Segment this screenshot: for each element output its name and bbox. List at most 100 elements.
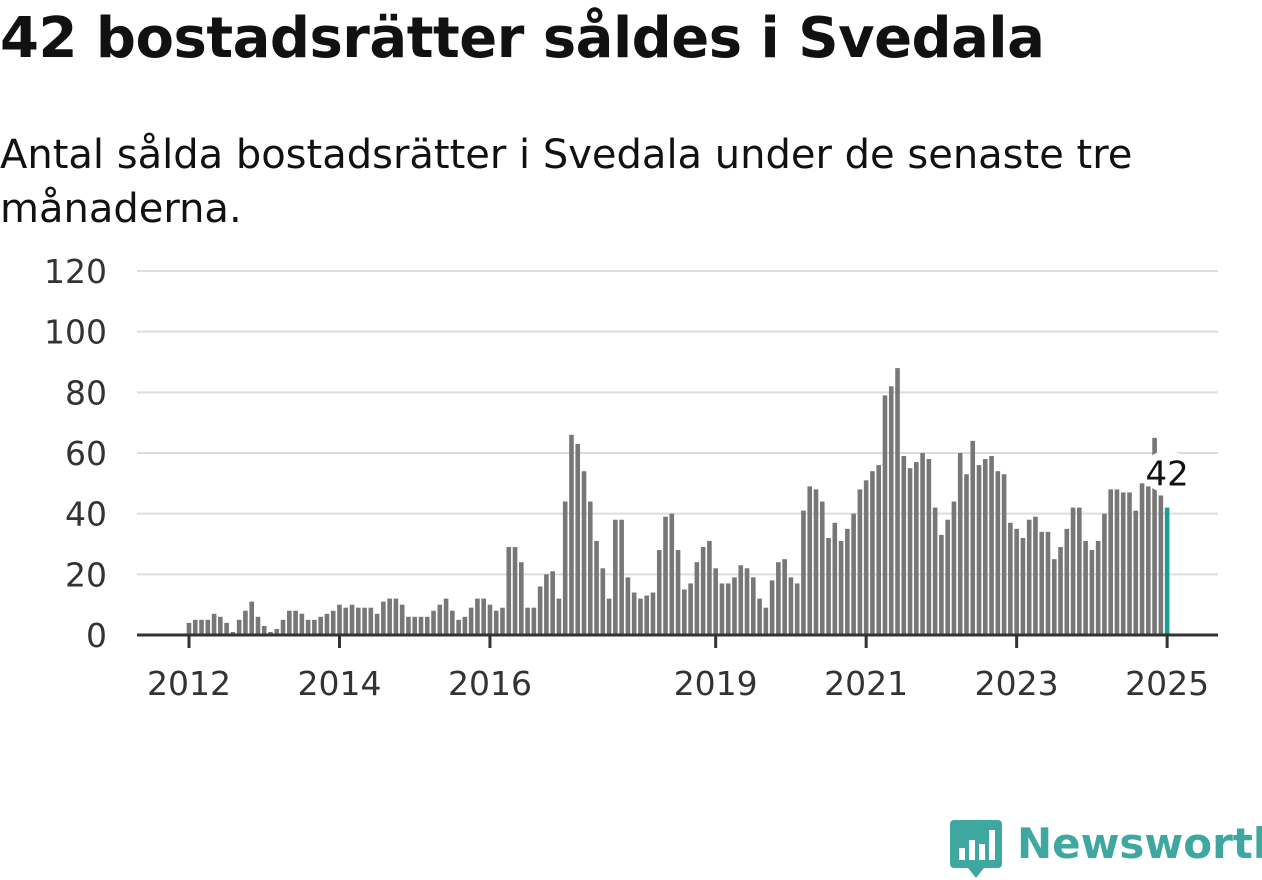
bar [939,534,944,635]
bar [1158,495,1164,635]
bar [1095,540,1101,635]
bar [1108,489,1113,635]
bar [1058,547,1063,635]
bar [274,628,280,635]
bar [794,583,800,635]
bar [606,598,612,635]
bar [882,395,888,635]
bar [487,604,493,635]
bar [713,568,718,635]
bar [970,440,976,635]
bar [1045,531,1051,635]
bar [1083,540,1088,635]
bar [1102,513,1107,635]
bar [374,613,380,635]
bar [312,619,317,635]
value-callout: 42 [1145,451,1190,495]
bar [437,604,443,635]
bar [199,619,204,635]
bar [512,547,518,635]
bar [857,489,863,635]
y-tick-label: 60 [65,434,107,473]
bar [1139,483,1145,635]
bar [619,519,624,635]
bar [556,598,562,635]
bar [638,598,643,635]
bar [782,559,787,635]
bar [964,474,969,635]
y-tick-label: 120 [44,252,107,291]
x-tick-label: 2014 [297,664,381,703]
x-tick-label: 2023 [975,664,1059,703]
bar [688,583,693,635]
bar [1039,531,1045,635]
bar [387,598,392,635]
bar [1089,550,1095,635]
bar [826,537,831,635]
bar [468,607,474,635]
bar [776,562,781,635]
bar [751,577,756,635]
newsworthy-logo: Newsworthy [950,818,1262,878]
x-tick-label: 2016 [448,664,532,703]
bar [656,550,662,635]
bar [211,613,217,635]
bar [1064,528,1070,635]
bar [876,465,881,635]
bar [725,583,731,635]
bar [1070,507,1076,635]
bar [1008,522,1013,635]
bar [1020,537,1026,635]
bar [431,610,436,635]
bar [224,622,229,635]
bar [443,598,449,635]
bar [788,577,794,635]
bar [819,501,825,635]
bar [393,598,399,635]
bar [801,510,806,635]
grid-lines [137,270,1218,576]
bar [1152,437,1157,635]
bar [412,616,418,635]
bar [650,592,656,635]
bar [337,604,342,635]
callout-background [1145,451,1190,492]
bar [249,601,254,635]
bar [424,616,430,635]
bar [863,480,869,635]
bar-chart: 0 20 40 60 80 100 120 2012 2014 2016 2019 2021 2023 2… [44,252,1218,703]
bar [989,456,994,635]
bar [368,607,374,635]
bar [982,459,988,635]
x-tick-label: 2021 [824,664,908,703]
bar [1146,486,1151,635]
bar [832,522,838,635]
x-tick-label: 2012 [147,664,231,703]
y-tick-label: 80 [65,373,107,412]
bar [845,528,850,635]
bar [362,607,367,635]
bar [330,610,336,635]
bar [343,607,349,635]
bar [732,577,737,635]
bar [769,580,775,635]
bar [757,598,762,635]
bar [895,368,900,635]
bar [550,571,555,635]
bar [205,619,211,635]
bar [763,607,769,635]
value-label: 42 [1145,455,1188,495]
bar [305,619,311,635]
bar [506,547,512,635]
highlighted-bar [1164,507,1170,635]
bar [813,489,819,635]
bar [807,486,813,635]
bar [625,577,631,635]
bar [838,540,844,635]
bar [631,592,637,635]
bar [594,540,599,635]
bar [914,462,919,635]
bar [1127,492,1132,635]
bar [851,513,856,635]
bar [932,507,938,635]
